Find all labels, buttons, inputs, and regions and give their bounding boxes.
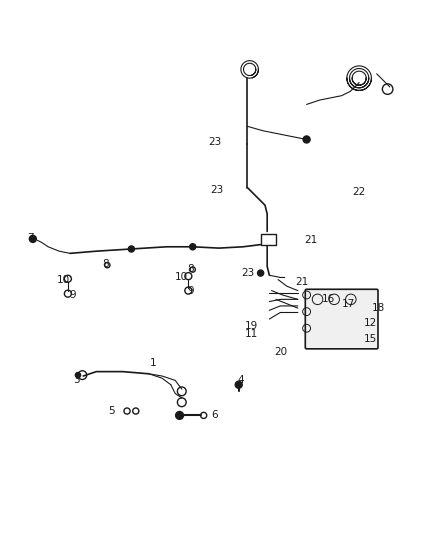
Text: 19: 19 bbox=[245, 321, 258, 330]
Circle shape bbox=[235, 381, 242, 388]
Text: 8: 8 bbox=[187, 264, 194, 273]
Text: 23: 23 bbox=[241, 268, 254, 278]
Text: 15: 15 bbox=[364, 334, 377, 344]
Text: 16: 16 bbox=[322, 294, 335, 304]
Bar bbox=[261, 233, 276, 245]
Text: 17: 17 bbox=[342, 298, 355, 309]
Circle shape bbox=[258, 270, 264, 276]
Text: 23: 23 bbox=[210, 185, 223, 195]
Circle shape bbox=[176, 411, 184, 419]
Text: 9: 9 bbox=[69, 290, 76, 300]
Circle shape bbox=[303, 136, 310, 143]
Circle shape bbox=[190, 244, 196, 250]
Text: 1: 1 bbox=[150, 358, 157, 368]
Text: 21: 21 bbox=[296, 277, 309, 287]
Text: 3: 3 bbox=[73, 375, 80, 384]
Text: 20: 20 bbox=[274, 347, 287, 357]
FancyBboxPatch shape bbox=[305, 289, 378, 349]
Text: 12: 12 bbox=[364, 318, 377, 328]
Text: 11: 11 bbox=[245, 329, 258, 340]
Text: 5: 5 bbox=[108, 406, 115, 416]
Text: 21: 21 bbox=[304, 235, 318, 245]
Text: 10: 10 bbox=[175, 272, 188, 282]
Circle shape bbox=[75, 373, 81, 378]
Circle shape bbox=[29, 236, 36, 243]
Text: 22: 22 bbox=[353, 187, 366, 197]
Text: 18: 18 bbox=[372, 303, 385, 313]
Circle shape bbox=[128, 246, 134, 252]
Text: 8: 8 bbox=[102, 260, 109, 269]
Text: 9: 9 bbox=[187, 286, 194, 296]
Text: 7: 7 bbox=[27, 233, 34, 243]
Text: 6: 6 bbox=[211, 410, 218, 421]
Text: 10: 10 bbox=[57, 274, 70, 285]
Text: 4: 4 bbox=[237, 375, 244, 384]
Text: 23: 23 bbox=[208, 136, 221, 147]
